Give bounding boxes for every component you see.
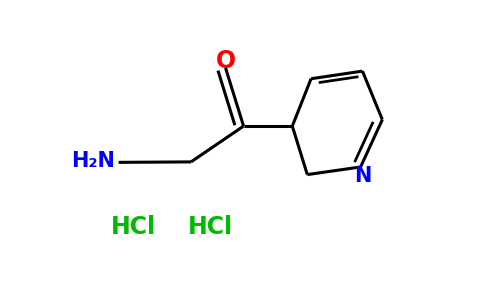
- Text: H₂N: H₂N: [71, 151, 115, 171]
- Text: O: O: [215, 49, 236, 73]
- Text: N: N: [354, 166, 371, 186]
- Text: HCl: HCl: [111, 214, 156, 239]
- Text: HCl: HCl: [188, 214, 233, 239]
